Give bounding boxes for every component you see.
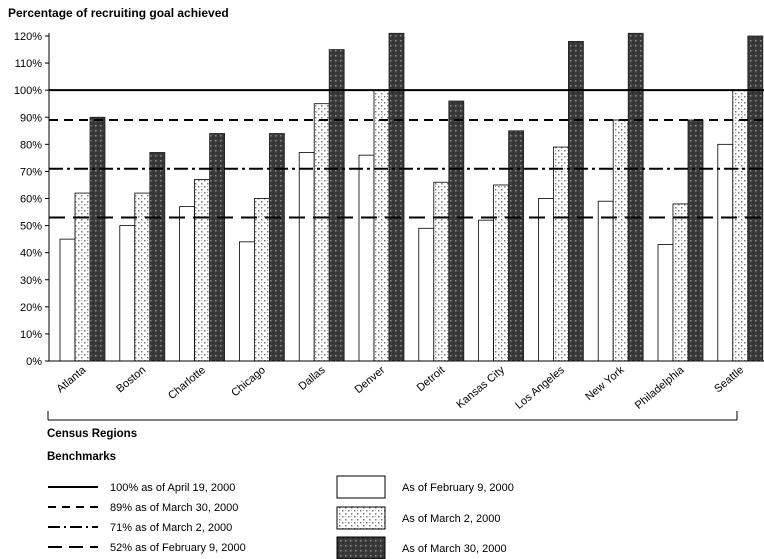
benchmark-legend-item-100: 100% as of April 19, 2000	[48, 482, 235, 494]
benchmark-legend-item-52: 52% as of February 9, 2000	[48, 542, 246, 554]
legend-swatch-white	[336, 475, 386, 499]
y-tick-label: 90%	[20, 112, 42, 124]
y-axis-ticks: 0% 10% 20% 30% 40% 50% 60% 70% 80% 90% 100% 110% 120…	[14, 31, 49, 368]
bar-white	[597, 200, 614, 362]
x-category-label: Seattle	[712, 364, 746, 395]
bar-group-kansas-city	[478, 130, 525, 362]
census-regions-bracket	[47, 411, 738, 421]
y-tick-label: 10%	[20, 329, 42, 341]
y-tick-label: 40%	[20, 248, 42, 260]
x-category-label: New York	[583, 364, 627, 403]
benchmark-lines	[49, 89, 764, 219]
x-category-label: Philadelphia	[633, 364, 687, 412]
bar-light-dotted	[612, 119, 629, 362]
bar-dark	[508, 130, 525, 362]
bar-dark	[448, 100, 465, 362]
bar-white	[478, 219, 495, 362]
y-tick-label: 60%	[20, 194, 42, 206]
x-axis-category-labels: Atlanta Boston Charlotte Chicago Dallas Denve…	[54, 364, 746, 412]
bar-dark	[328, 49, 345, 362]
bar-white	[179, 206, 196, 362]
bar-dark	[209, 133, 226, 362]
bar-light-dotted	[313, 103, 330, 362]
bar-white	[238, 241, 255, 362]
y-axis-title: Percentage of recruiting goal achieved	[8, 6, 229, 20]
bar-dark	[747, 35, 764, 362]
bar-white	[358, 154, 375, 362]
bar-dark	[687, 119, 704, 362]
y-tick-label: 30%	[20, 275, 42, 287]
x-category-label: Dallas	[296, 364, 328, 393]
bar-dark	[89, 116, 106, 362]
bar-light-dotted	[493, 184, 510, 362]
legend-swatch-dotted	[336, 506, 386, 530]
x-category-label: Los Angeles	[513, 364, 567, 412]
bar-group-boston	[119, 152, 166, 362]
bar-light-dotted	[373, 89, 390, 362]
bar-dark	[268, 133, 285, 362]
bar-group-seattle	[717, 35, 764, 362]
y-tick-label: 80%	[20, 139, 42, 151]
bar-group-dallas	[298, 49, 345, 362]
y-tick-label: 120%	[14, 31, 42, 43]
series-legend-label: As of March 30, 2000	[402, 543, 507, 555]
bar-white	[538, 198, 554, 362]
series-legend-label: As of March 2, 2000	[402, 513, 500, 525]
bar-light-dotted	[194, 179, 211, 362]
y-tick-label: 20%	[20, 302, 42, 314]
bar-groups	[59, 32, 764, 362]
y-tick-label: 110%	[15, 58, 43, 70]
bar-white	[59, 238, 76, 362]
x-category-label: Boston	[114, 364, 148, 395]
y-tick-label: 0%	[26, 356, 42, 368]
bar-group-chicago	[238, 133, 285, 362]
bar-dark	[627, 32, 644, 362]
series-legend-label: As of February 9, 2000	[402, 482, 514, 494]
bar-dark	[388, 32, 405, 362]
x-category-label: Denver	[353, 364, 388, 396]
bar-light-dotted	[732, 89, 749, 362]
y-tick-label: 70%	[20, 166, 42, 178]
x-category-label: Charlotte	[166, 364, 208, 402]
bar-group-new-york	[597, 32, 644, 362]
bar-dark	[149, 152, 166, 362]
series-legend-item-mar2: As of March 2, 2000	[336, 506, 500, 530]
bar-light-dotted	[672, 203, 689, 362]
x-category-label: Atlanta	[54, 364, 89, 396]
benchmark-legend-label: 89% as of March 30, 2000	[110, 502, 238, 514]
bar-white	[657, 244, 674, 362]
series-legend-item-feb9: As of February 9, 2000	[336, 475, 514, 499]
bar-group-atlanta	[59, 116, 106, 362]
bar-group-philadelphia	[657, 119, 704, 362]
y-tick-label: 50%	[20, 221, 42, 233]
bar-group-charlotte	[179, 133, 226, 362]
bar-light-dotted	[433, 181, 450, 362]
x-category-label: Detroit	[415, 364, 448, 394]
bar-light-dotted	[253, 198, 270, 362]
legend-swatch-dark	[336, 536, 386, 559]
benchmark-legend-label: 100% as of April 19, 2000	[110, 482, 235, 494]
benchmark-legend-item-71: 71% as of March 2, 2000	[48, 522, 232, 534]
bar-white	[119, 225, 136, 362]
y-tick-label: 100%	[14, 85, 42, 97]
series-legend: As of February 9, 2000 As of March 2, 20…	[336, 475, 514, 559]
benchmark-legend-label: 71% as of March 2, 2000	[110, 522, 232, 534]
bar-light-dotted	[553, 146, 569, 362]
benchmarks-title: Benchmarks	[47, 451, 116, 463]
bar-white	[298, 152, 315, 362]
bar-white	[717, 143, 734, 362]
bar-white	[418, 227, 435, 362]
x-category-label: Chicago	[229, 364, 268, 399]
census-regions-label: Census Regions	[47, 428, 137, 440]
benchmark-legend-item-89: 89% as of March 30, 2000	[48, 502, 238, 514]
benchmark-legend: 100% as of April 19, 2000 89% as of Marc…	[48, 482, 246, 554]
x-category-label: Kansas City	[454, 364, 507, 411]
benchmark-legend-label: 52% as of February 9, 2000	[110, 542, 246, 554]
series-legend-item-mar30: As of March 30, 2000	[336, 536, 507, 559]
bar-group-los-angeles	[538, 41, 584, 362]
bar-group-denver	[358, 32, 405, 362]
bar-group-detroit	[418, 100, 465, 362]
